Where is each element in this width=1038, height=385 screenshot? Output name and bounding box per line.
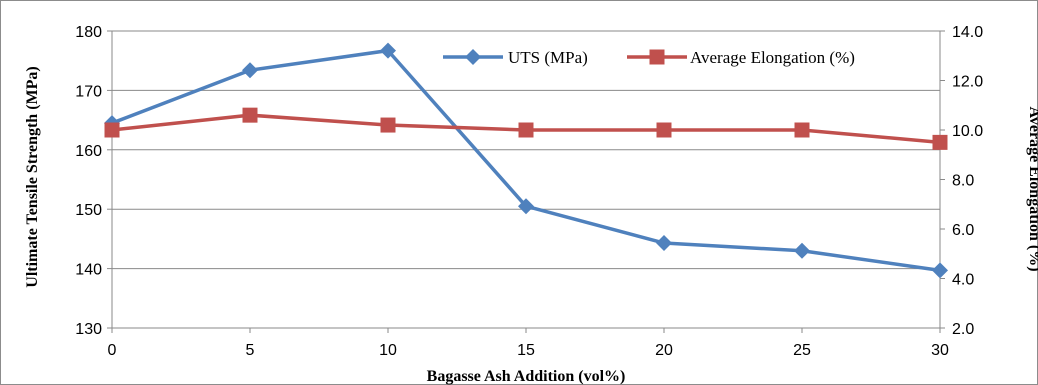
x-tick-label: 10 [379,342,397,359]
elongation-point [656,122,672,138]
uts-point [518,198,534,215]
legend-uts-label: UTS (MPa) [508,48,588,67]
elongation-point [518,122,534,138]
x-tick-label: 15 [517,342,535,359]
uts-point [932,262,948,279]
y-tick-label: 170 [75,83,102,100]
legend: UTS (MPa) Average Elongation (%) [443,48,855,67]
elongation-point [380,117,396,133]
y-tick-label: 150 [75,202,102,219]
y-tick-label: 140 [75,262,102,279]
legend-elongation-label: Average Elongation (%) [690,48,855,67]
x-tick-label: 25 [793,342,811,359]
uts-point [242,62,258,79]
series-layer [104,42,948,279]
x-axis-title: Bagasse Ash Addition (vol%) [427,368,626,385]
y2-tick-label: 6.0 [952,222,974,239]
axes [107,30,945,333]
y2-tick-label: 4.0 [952,272,974,289]
y-tick-label: 160 [75,143,102,160]
tick-labels: 1301401501601701802.04.06.08.010.012.014… [75,24,983,359]
y-tick-label: 180 [75,24,102,41]
y2-tick-label: 12.0 [952,74,983,91]
y-axis-title: Ultimate Tensile Strength (MPa) [24,66,41,287]
y2-tick-label: 8.0 [952,173,974,190]
y2-axis-title: Average Elongation (%) [1026,106,1038,271]
y-tick-label: 130 [75,321,102,338]
legend-uts-marker [465,49,481,65]
uts-point [656,235,672,252]
x-tick-label: 20 [655,342,673,359]
y2-tick-label: 10.0 [952,123,983,140]
uts-point [380,42,396,59]
y2-tick-label: 14.0 [952,24,983,41]
x-tick-label: 5 [246,342,255,359]
y2-tick-label: 2.0 [952,321,974,338]
x-tick-label: 0 [108,342,117,359]
elongation-point [794,122,810,138]
x-tick-label: 30 [931,342,949,359]
elongation-point [242,107,258,123]
elongation-point [932,134,948,150]
series-line-uts [111,48,941,273]
legend-elongation-marker [649,49,665,65]
elongation-point [104,122,120,138]
uts-point [794,242,810,259]
